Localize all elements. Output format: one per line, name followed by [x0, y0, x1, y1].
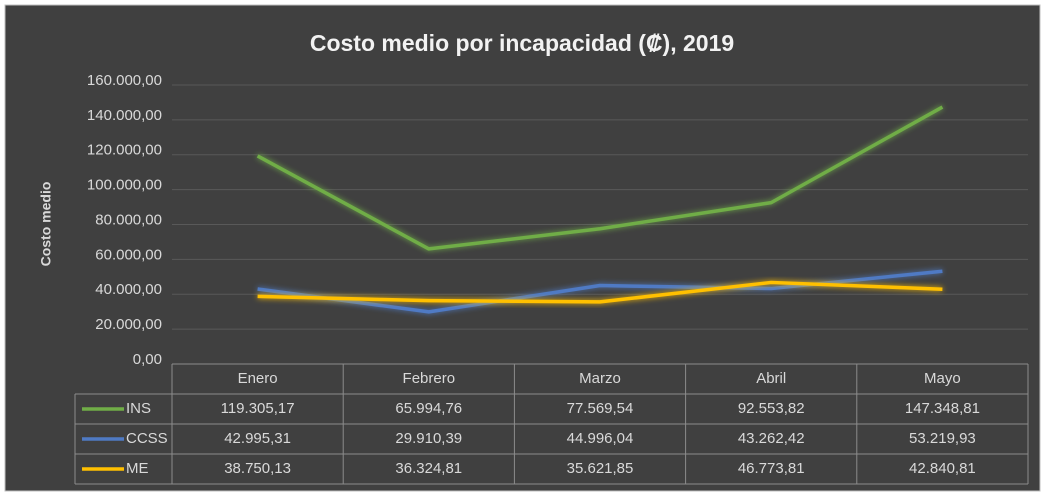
series-line — [256, 105, 944, 251]
y-tick-label: 140.000,00 — [87, 107, 162, 124]
table-value: 65.994,76 — [395, 400, 462, 417]
chart-title: Costo medio por incapacidad (₡), 2019 — [310, 30, 734, 56]
y-tick-label: 80.000,00 — [95, 211, 162, 228]
table-value: 43.262,42 — [738, 430, 805, 447]
y-tick-label: 20.000,00 — [95, 316, 162, 333]
legend-label: INS — [126, 400, 151, 417]
table-value: 44.996,04 — [567, 430, 634, 447]
y-tick-label: 40.000,00 — [95, 281, 162, 298]
x-tick-label: Enero — [238, 370, 278, 387]
x-tick-label: Febrero — [403, 370, 456, 387]
table-value: 36.324,81 — [395, 460, 462, 477]
x-tick-label: Mayo — [924, 370, 961, 387]
legend-label: ME — [126, 460, 149, 477]
x-tick-label: Marzo — [579, 370, 621, 387]
y-tick-label: 0,00 — [133, 351, 162, 368]
table-value: 35.621,85 — [567, 460, 634, 477]
y-axis-label: Costo medio — [38, 182, 54, 267]
table-value: 147.348,81 — [905, 400, 980, 417]
series-line — [257, 280, 943, 304]
series-line — [257, 269, 943, 314]
table-value: 92.553,82 — [738, 400, 805, 417]
y-tick-label: 100.000,00 — [87, 177, 162, 194]
table-value: 46.773,81 — [738, 460, 805, 477]
chart-background — [4, 4, 1041, 492]
table-value: 53.219,93 — [909, 430, 976, 447]
x-tick-label: Abril — [756, 370, 786, 387]
table-value: 29.910,39 — [395, 430, 462, 447]
table-value: 42.840,81 — [909, 460, 976, 477]
y-tick-label: 160.000,00 — [87, 72, 162, 89]
table-value: 38.750,13 — [224, 460, 291, 477]
y-tick-label: 120.000,00 — [87, 142, 162, 159]
table-value: 119.305,17 — [221, 400, 295, 417]
table-value: 42.995,31 — [224, 430, 291, 447]
legend-label: CCSS — [126, 430, 168, 447]
y-tick-label: 60.000,00 — [95, 246, 162, 263]
table-value: 77.569,54 — [567, 400, 634, 417]
